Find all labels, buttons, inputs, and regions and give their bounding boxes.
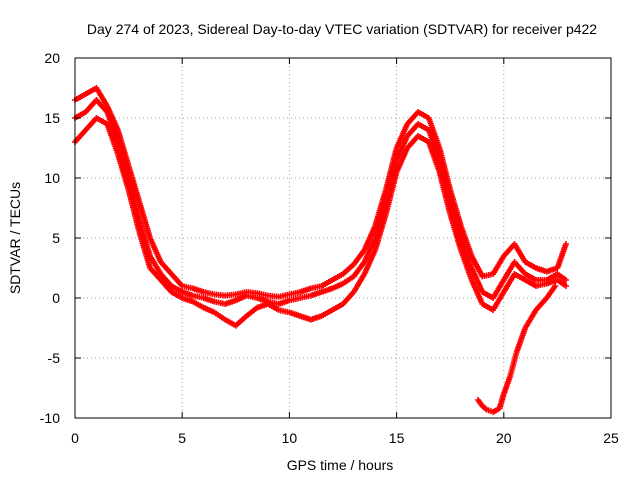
y-tick-label: 0 (52, 290, 60, 306)
chart-title: Day 274 of 2023, Sidereal Day-to-day VTE… (87, 21, 597, 37)
axis-ticks (74, 57, 612, 419)
x-tick-label: 25 (603, 430, 619, 446)
y-tick-label: 20 (44, 50, 60, 66)
data-point (552, 283, 559, 289)
grid-lines (75, 58, 611, 418)
x-tick-label: 5 (178, 430, 186, 446)
data-point (562, 241, 569, 247)
data-point (562, 277, 569, 283)
y-tick-label: -5 (48, 350, 61, 366)
y-tick-label: 5 (52, 230, 60, 246)
series-trace-3 (72, 115, 569, 329)
y-axis-label: SDTVAR / TECUs (7, 182, 23, 294)
tick-labels: 0 5 10 15 20 25 -10 -5 0 5 10 15 20 (40, 50, 619, 446)
data-series (72, 85, 569, 415)
y-tick-label: -10 (40, 410, 60, 426)
x-tick-label: 10 (282, 430, 298, 446)
data-point (562, 283, 569, 289)
y-tick-label: 10 (44, 170, 60, 186)
y-tick-label: 15 (44, 110, 60, 126)
x-tick-label: 15 (389, 430, 405, 446)
x-tick-label: 20 (496, 430, 512, 446)
x-axis-label: GPS time / hours (287, 457, 394, 473)
series-trace-4 (475, 283, 559, 415)
x-tick-label: 0 (71, 430, 79, 446)
